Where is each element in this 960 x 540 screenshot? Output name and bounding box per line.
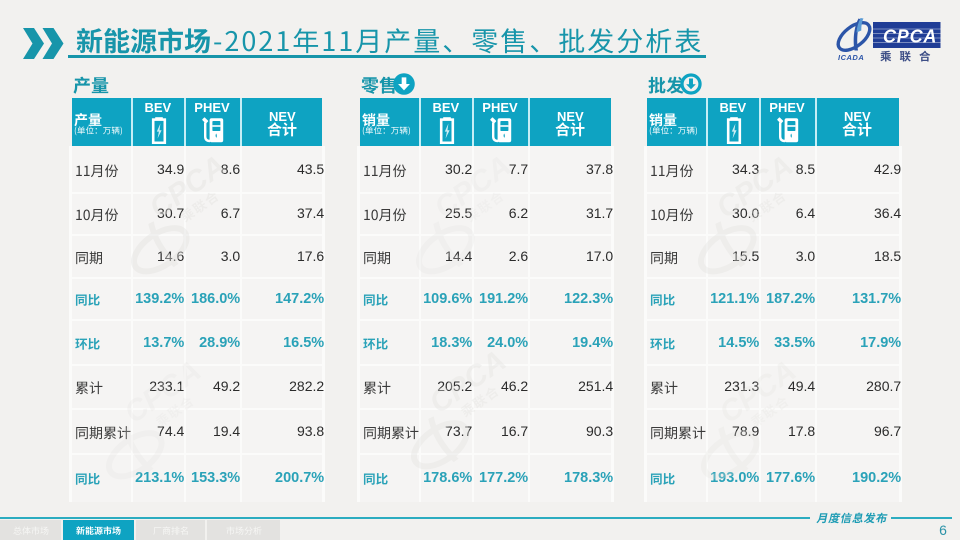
svg-text:ICADA: ICADA bbox=[838, 53, 864, 62]
svg-text:CPCA: CPCA bbox=[883, 27, 937, 47]
